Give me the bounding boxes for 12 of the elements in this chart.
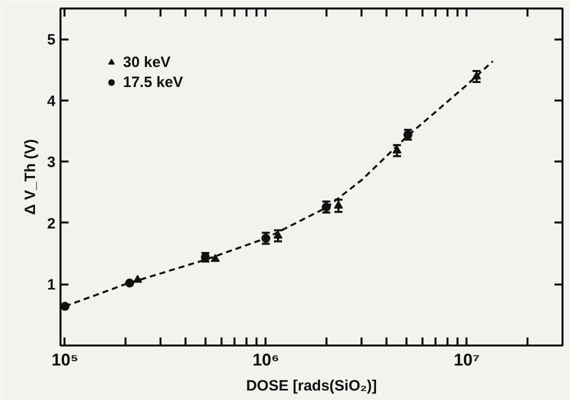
y-tick-label: 5 <box>47 32 56 49</box>
x-axis-title: DOSE [rads(SiO₂)] <box>246 378 377 394</box>
x-tick-label: 10⁷ <box>454 350 480 370</box>
y-tick-label: 1 <box>47 276 56 294</box>
y-tick-label: 4 <box>47 92 56 110</box>
legend-label: 17.5 keV <box>123 74 184 90</box>
legend-label: 30 keV <box>123 54 171 70</box>
y-axis-title: Δ V_Th (V) <box>22 139 40 215</box>
y-tick-label: 3 <box>47 154 56 172</box>
y-tick-label: 2 <box>47 215 56 232</box>
x-tick-label: 10⁶ <box>252 350 280 370</box>
x-tick-label: 10⁵ <box>52 350 78 370</box>
